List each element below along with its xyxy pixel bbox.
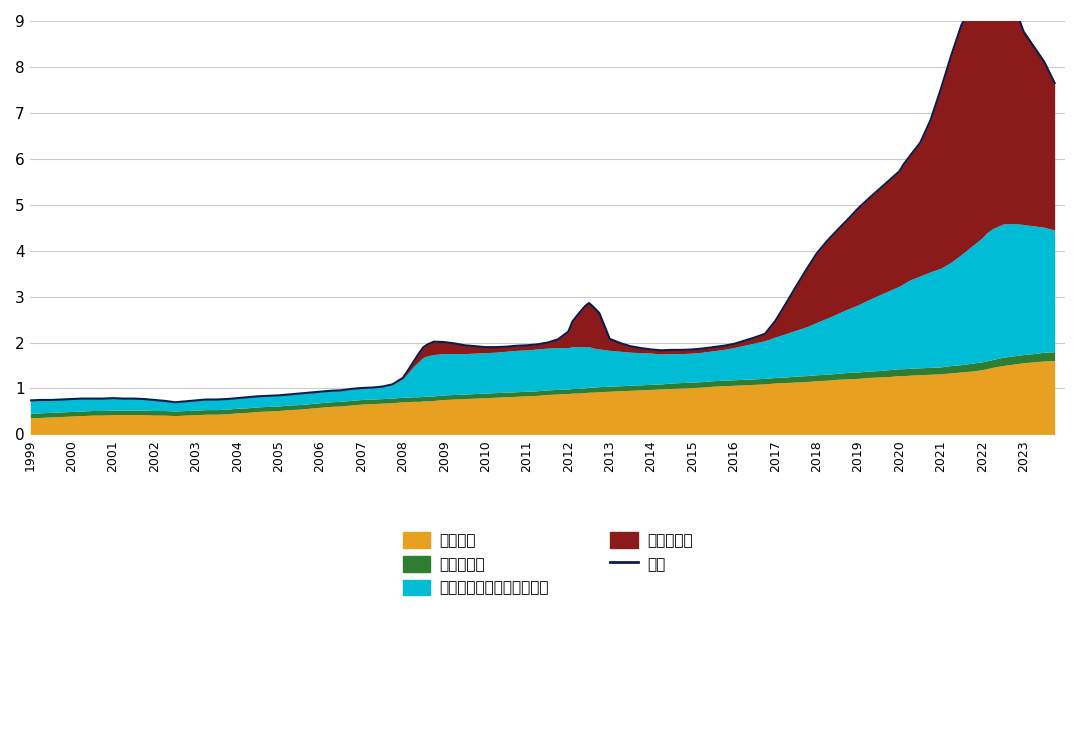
Legend: 銀行票据, 准备金要求, 其他（包含官方部门存款）, 过剩流动性, 总额: 銀行票据, 准备金要求, 其他（包含官方部门存款）, 过剩流动性, 总额 <box>395 525 700 603</box>
